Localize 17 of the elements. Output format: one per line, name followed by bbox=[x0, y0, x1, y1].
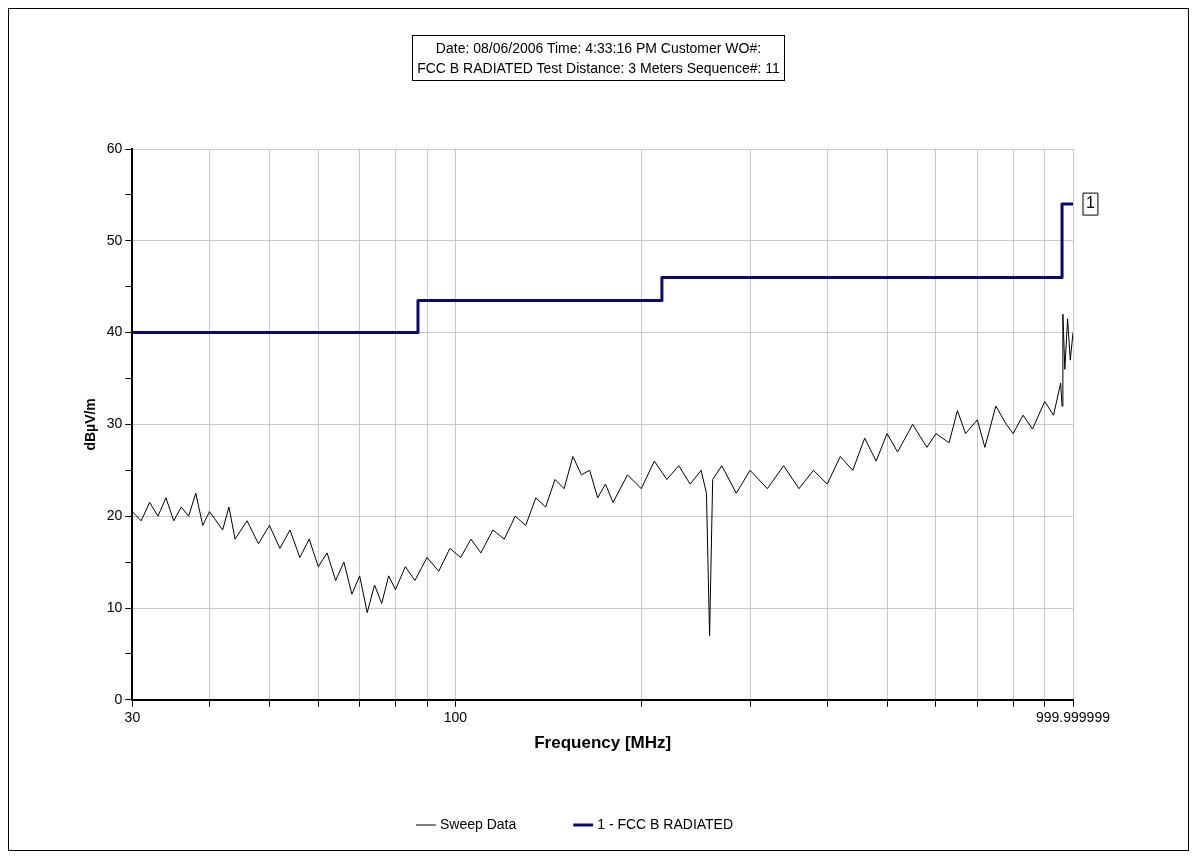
chart-subtitle: FCC B RADIATED Test Distance: 3 Meters Sequence#: 11 bbox=[417, 59, 780, 78]
y-tick-label: 20 bbox=[106, 507, 123, 524]
y-tick-label: 50 bbox=[106, 231, 123, 248]
x-axis-title: Frequency [MHz] bbox=[534, 733, 672, 753]
x-tick-label: 100 bbox=[443, 709, 468, 726]
y-tick-label: 10 bbox=[106, 598, 123, 615]
x-tick-label: 30 bbox=[124, 709, 141, 726]
annotation: 1 bbox=[1086, 194, 1095, 212]
y-tick-label: 60 bbox=[106, 139, 123, 156]
x-tick-label: 999.999999 bbox=[1036, 709, 1111, 726]
chart-title: Date: 08/06/2006 Time: 4:33:16 PM Customer WO#: bbox=[434, 39, 763, 58]
y-tick-label: 40 bbox=[106, 323, 123, 340]
y-tick-label: 30 bbox=[106, 415, 123, 432]
legend-label: 1 - FCC B RADIATED bbox=[597, 815, 734, 832]
y-axis-title: dBµV/m bbox=[82, 398, 99, 451]
y-tick-label: 0 bbox=[114, 690, 123, 707]
legend-label: Sweep Data bbox=[439, 815, 517, 832]
